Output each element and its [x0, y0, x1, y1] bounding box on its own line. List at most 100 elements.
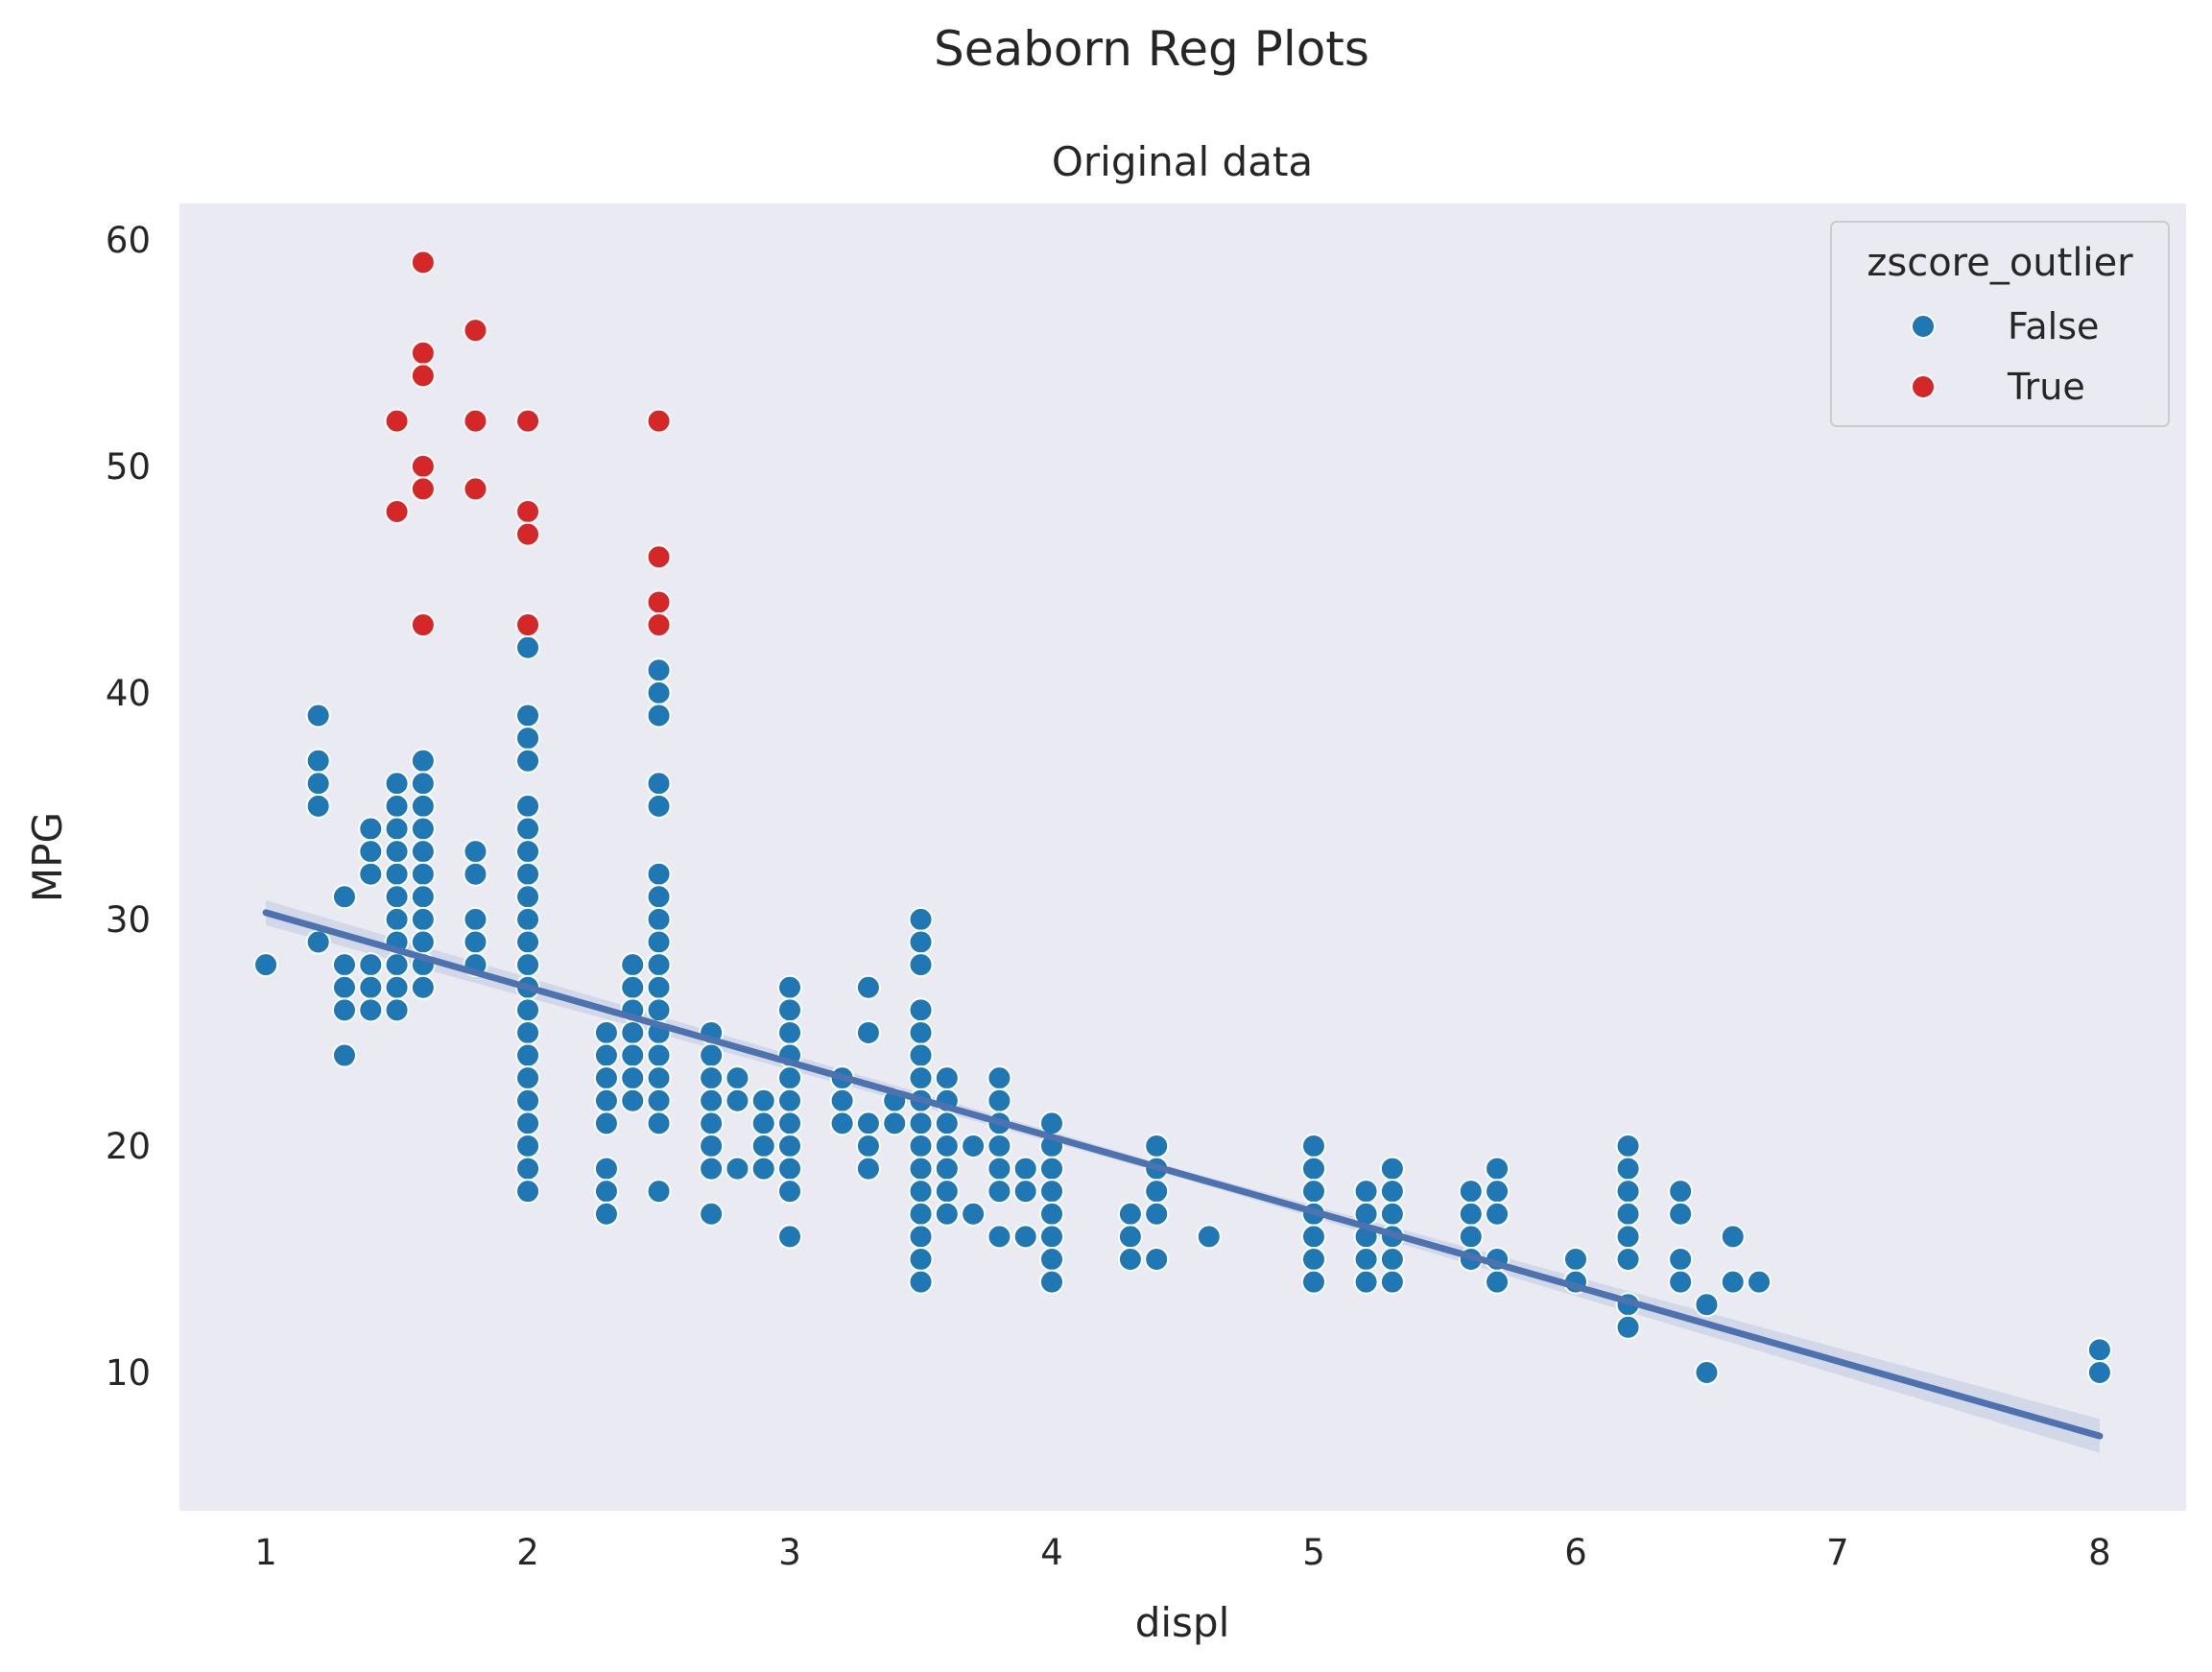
point-false [829, 1111, 855, 1136]
point-false [358, 839, 384, 865]
point-true [384, 408, 410, 434]
point-false [515, 1156, 541, 1182]
point-false [1379, 1246, 1405, 1272]
point-false [1379, 1156, 1405, 1182]
point-false [646, 771, 672, 797]
point-false [358, 952, 384, 978]
point-false [777, 1156, 803, 1182]
point-false [620, 974, 646, 1000]
point-false [384, 816, 410, 842]
point-false [934, 1111, 960, 1136]
point-false [1485, 1179, 1510, 1205]
point-false [331, 952, 357, 978]
point-false [1615, 1314, 1641, 1340]
point-false [384, 974, 410, 1000]
point-false [646, 929, 672, 955]
point-false [777, 1019, 803, 1045]
point-false [515, 861, 541, 887]
point-false [908, 1065, 934, 1091]
point-false [515, 906, 541, 932]
legend-label-false: False [2008, 305, 2099, 347]
legend-title: zscore_outlier [1867, 241, 2133, 285]
point-false [1668, 1201, 1694, 1227]
point-false [1300, 1246, 1326, 1272]
point-false [777, 1179, 803, 1205]
point-true [410, 363, 436, 389]
point-false [1353, 1246, 1379, 1272]
y-tick-label: 10 [106, 1352, 151, 1394]
point-false [699, 1042, 725, 1068]
point-false [777, 974, 803, 1000]
point-false [515, 748, 541, 774]
point-true [646, 612, 672, 638]
point-false [934, 1179, 960, 1205]
point-false [1668, 1246, 1694, 1272]
point-false [1458, 1201, 1484, 1227]
point-false [515, 1179, 541, 1205]
point-false [410, 793, 436, 819]
point-true [384, 499, 410, 525]
point-false [908, 1179, 934, 1205]
point-false [515, 1133, 541, 1158]
point-false [1485, 1269, 1510, 1295]
point-true [515, 612, 541, 638]
point-false [987, 1065, 1012, 1091]
point-false [1144, 1179, 1170, 1205]
point-false [1117, 1246, 1143, 1272]
point-false [515, 793, 541, 819]
point-false [750, 1156, 776, 1182]
y-tick-labels: 10 20 30 40 50 60 [106, 220, 151, 1394]
point-false [305, 748, 331, 774]
point-false [1720, 1224, 1746, 1250]
y-tick-label: 60 [106, 220, 151, 261]
point-false [515, 703, 541, 729]
point-false [515, 839, 541, 865]
point-false [463, 839, 488, 865]
legend-marker-false [1911, 314, 1936, 339]
point-false [593, 1087, 619, 1113]
point-false [987, 1224, 1012, 1250]
point-true [410, 453, 436, 479]
point-false [2086, 1360, 2112, 1386]
point-false [725, 1065, 750, 1091]
point-false [1039, 1201, 1065, 1227]
point-false [620, 1042, 646, 1068]
point-false [410, 861, 436, 887]
point-false [1039, 1246, 1065, 1272]
point-false [410, 974, 436, 1000]
point-false [384, 906, 410, 932]
point-false [908, 1269, 934, 1295]
point-false [410, 906, 436, 932]
point-false [1144, 1246, 1170, 1272]
point-false [777, 997, 803, 1023]
point-false [1039, 1224, 1065, 1250]
point-false [699, 1111, 725, 1136]
point-false [1300, 1156, 1326, 1182]
point-false [1300, 1179, 1326, 1205]
regression-line [262, 909, 2104, 1440]
point-false [1379, 1269, 1405, 1295]
point-false [1353, 1269, 1379, 1295]
point-false [1615, 1156, 1641, 1182]
point-false [410, 839, 436, 865]
x-tick-label: 1 [254, 1532, 277, 1573]
point-false [620, 1087, 646, 1113]
point-false [593, 1201, 619, 1227]
point-false [1458, 1179, 1484, 1205]
point-false [855, 974, 881, 1000]
point-false [1379, 1179, 1405, 1205]
point-false [515, 1065, 541, 1091]
point-false [410, 816, 436, 842]
legend-label-true: True [2007, 366, 2085, 408]
point-false [410, 884, 436, 910]
point-false [777, 1224, 803, 1250]
point-false [855, 1111, 881, 1136]
point-false [358, 997, 384, 1023]
x-axis-label: displ [1135, 1599, 1230, 1646]
point-false [384, 793, 410, 819]
point-false [515, 726, 541, 752]
point-false [593, 1156, 619, 1182]
point-false [908, 997, 934, 1023]
point-false [1039, 1269, 1065, 1295]
